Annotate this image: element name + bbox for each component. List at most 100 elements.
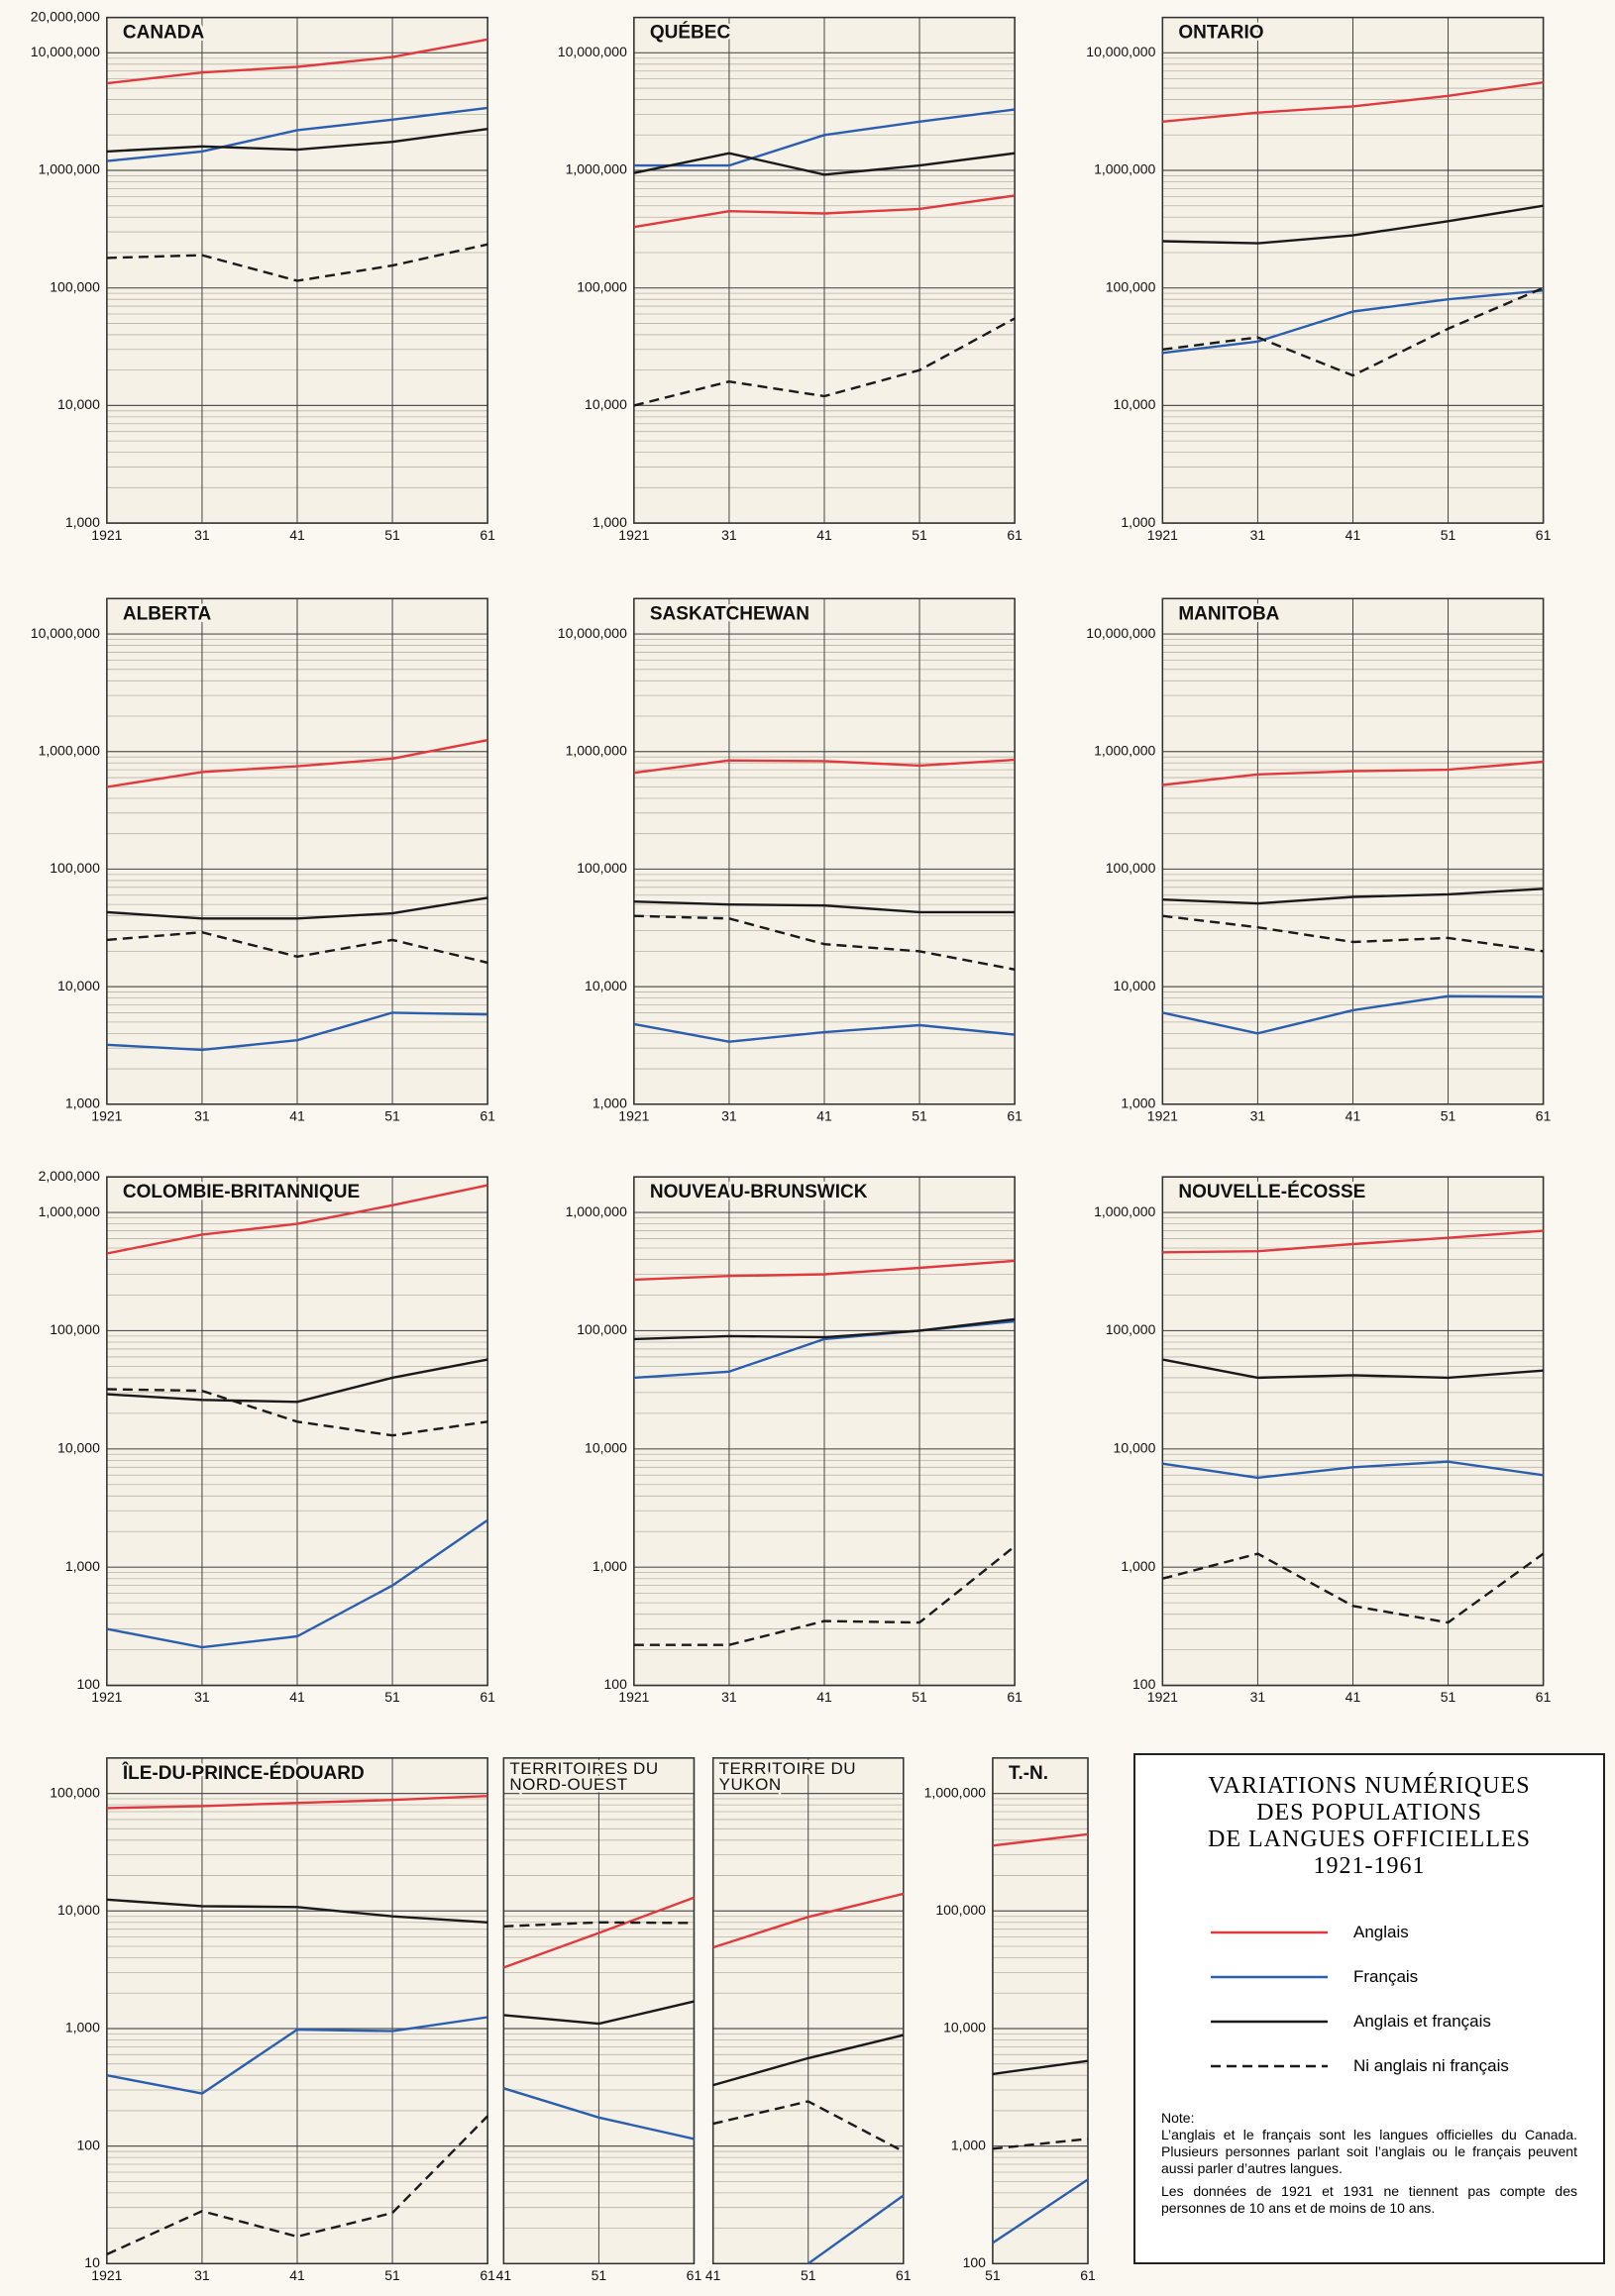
x-tick-label: 41: [1346, 1107, 1361, 1123]
y-tick-label: 1,000: [592, 1558, 627, 1574]
y-tick-label: 100: [1132, 1676, 1156, 1692]
y-tick-label: 100,000: [50, 278, 100, 294]
chart-title: CANADA: [123, 22, 205, 43]
series-line: [1162, 994, 1544, 1035]
y-tick-label: 100,000: [935, 1902, 986, 1918]
series-line: [633, 758, 1016, 775]
series-line: [1162, 1460, 1544, 1480]
y-tick-label: 1,000,000: [1094, 1203, 1155, 1219]
x-tick-label: 1921: [1147, 527, 1178, 543]
series-line: [502, 1896, 695, 1969]
y-tick-label: 10,000,000: [558, 625, 627, 641]
series-line: [106, 1011, 488, 1052]
x-tick-label: 41: [1346, 1689, 1361, 1705]
series-line: [1162, 286, 1545, 377]
y-tick-label: 10,000,000: [31, 44, 100, 59]
legend-swatch: [1211, 2064, 1328, 2067]
y-tick-label: 1,000,000: [1094, 742, 1155, 758]
x-tick-label: 51: [912, 1107, 927, 1123]
series-line: [1162, 1358, 1544, 1380]
series-line: [106, 128, 488, 154]
series-line: [106, 2016, 488, 2095]
series-line: [106, 106, 488, 162]
chart-title: NOUVEAU-BRUNSWICK: [650, 1182, 868, 1202]
y-tick-label: 1,000,000: [1094, 161, 1155, 177]
series-line: [106, 1898, 488, 1924]
legend-title: VARIATIONS NUMÉRIQUES DES POPULATIONS DE…: [1161, 1773, 1577, 1880]
series-line: [992, 1832, 1089, 1847]
y-tick-label: 100,000: [577, 860, 627, 876]
x-tick-label: 51: [592, 2267, 607, 2283]
chart-title: ALBERTA: [123, 603, 212, 624]
x-tick-label: 61: [480, 1107, 495, 1123]
title-line: 1921-1961: [1313, 1853, 1426, 1879]
legend-entry: Anglais: [1161, 1910, 1577, 1954]
chart-title-line: CANADA: [123, 22, 205, 43]
x-tick-label: 61: [896, 2267, 912, 2283]
y-tick-label: 10,000: [57, 1902, 100, 1918]
x-tick-label: 51: [985, 2267, 1001, 2283]
series-line: [503, 2087, 695, 2140]
series-line: [633, 1259, 1016, 1282]
y-tick-label: 100,000: [1106, 278, 1156, 294]
y-tick-label: 1,000: [951, 2137, 986, 2152]
x-tick-label: 41: [289, 2267, 305, 2283]
series-line: [992, 2138, 1089, 2150]
x-tick-label: 31: [194, 2267, 210, 2283]
x-tick-label: 31: [1250, 527, 1266, 543]
series-line: [1162, 204, 1544, 245]
y-tick-label: 1,000: [65, 514, 100, 530]
y-tick-label: 2,000,000: [39, 1168, 100, 1184]
chart-title-line: NOUVEAU-BRUNSWICK: [650, 1182, 868, 1202]
y-tick-label: 1,000,000: [924, 1784, 986, 1800]
chart-title-line: QUÉBEC: [650, 21, 731, 43]
series-line: [106, 1518, 488, 1649]
plot-frame: [106, 1176, 488, 1687]
y-tick-label: 10,000: [1114, 1440, 1156, 1456]
x-tick-label: 61: [1536, 1107, 1552, 1123]
y-tick-label: 1,000: [65, 1558, 100, 1574]
x-tick-label: 51: [384, 1689, 400, 1705]
series-line: [1162, 1552, 1545, 1624]
y-tick-label: 1,000,000: [566, 1203, 627, 1219]
series-line: [503, 1921, 695, 1928]
series-line: [106, 1184, 488, 1255]
x-tick-label: 51: [912, 527, 927, 543]
chart-title: T.-N.: [1009, 1763, 1048, 1784]
series-line: [1162, 81, 1544, 123]
chart-title-line: COLOMBIE-BRITANNIQUE: [123, 1182, 360, 1202]
note-paragraph: Les données de 1921 et 1931 ne tiennent …: [1161, 2183, 1577, 2216]
series-line: [1162, 887, 1544, 905]
chart-title-line: ONTARIO: [1178, 22, 1263, 43]
chart-title: MANITOBA: [1178, 603, 1279, 624]
y-tick-label: 10,000: [57, 1440, 100, 1456]
plot-frame: [1161, 597, 1545, 1105]
y-tick-label: 10: [84, 2254, 100, 2270]
x-tick-label: 61: [480, 527, 495, 543]
plot-frame: [502, 1757, 696, 2265]
series-line: [633, 1545, 1016, 1646]
x-tick-label: 31: [1250, 1107, 1266, 1123]
series-line: [106, 38, 488, 85]
series-line: [106, 1388, 488, 1437]
y-tick-label: 1,000,000: [39, 1203, 100, 1219]
x-tick-label: 61: [1007, 1689, 1023, 1705]
y-tick-label: 1,000,000: [39, 161, 100, 177]
series-line: [992, 2178, 1089, 2244]
x-tick-label: 1921: [91, 527, 122, 543]
y-tick-label: 100,000: [50, 860, 100, 876]
series-line: [633, 1022, 1016, 1043]
x-tick-label: 61: [480, 2267, 495, 2283]
series-line: [1162, 289, 1544, 355]
x-tick-label: 31: [721, 527, 737, 543]
y-tick-label: 10,000: [943, 2020, 986, 2035]
series-line: [633, 914, 1016, 971]
x-tick-label: 61: [1536, 527, 1552, 543]
y-tick-label: 1,000: [65, 1095, 100, 1110]
series-line: [1162, 1229, 1544, 1254]
legend-entries: Anglais Français Anglais et français Ni ang…: [1161, 1910, 1577, 2088]
x-tick-label: 51: [1441, 1107, 1456, 1123]
series-line: [106, 1795, 488, 1810]
series-line: [106, 2115, 488, 2255]
